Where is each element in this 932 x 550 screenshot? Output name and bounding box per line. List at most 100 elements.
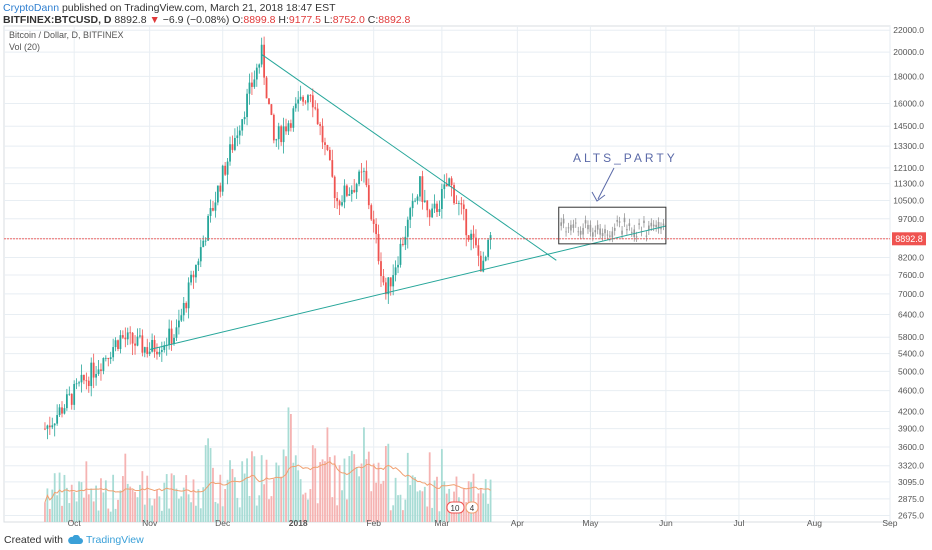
volume-bar: [109, 511, 112, 522]
candle-body: [190, 274, 192, 283]
projection-rectangle[interactable]: [558, 206, 667, 245]
candle-body: [326, 144, 329, 150]
annotation-arrow-shaft: [597, 167, 615, 200]
projection-candle: [643, 220, 645, 224]
volume-bar: [265, 459, 268, 522]
volume-bar: [126, 483, 129, 522]
candle-body: [431, 208, 434, 218]
candle-body: [253, 79, 256, 87]
candle-body: [70, 393, 73, 405]
candle-body: [163, 345, 166, 350]
volume-bar: [233, 477, 236, 522]
trendline-upper[interactable]: [261, 54, 557, 261]
cloud-icon: [68, 535, 83, 544]
volume-bar: [370, 491, 373, 522]
candle-body: [92, 362, 95, 378]
volume-bar: [431, 507, 434, 522]
trendline-lower[interactable]: [149, 225, 667, 350]
y-tick-label: 10500.0: [893, 196, 924, 206]
volume-bar: [336, 505, 339, 522]
volume-bar: [204, 445, 207, 522]
candle-body: [472, 233, 475, 238]
volume-bar: [92, 501, 95, 522]
candle-body: [321, 125, 324, 143]
alts-party-annotation[interactable]: ALTS_PARTY: [573, 151, 678, 202]
volume-bar: [165, 474, 168, 522]
volume-bar: [185, 475, 188, 522]
candle-body: [85, 380, 88, 382]
candle-body: [241, 119, 244, 131]
candle-body: [248, 82, 251, 94]
candle-body: [367, 185, 370, 206]
volume-bar: [216, 503, 219, 522]
candle-body: [450, 178, 453, 186]
volume-bar: [321, 459, 324, 522]
y-tick-label: 5000.0: [898, 366, 924, 376]
volume-bar: [158, 496, 161, 522]
volume-bar: [475, 506, 477, 522]
volume-bar: [112, 474, 115, 522]
author-link[interactable]: CryptoDann: [3, 2, 60, 14]
volume-bar: [289, 413, 292, 522]
projection-box: [558, 206, 667, 245]
symbol[interactable]: BITFINEX:BTCUSD, D: [3, 14, 112, 26]
projection-candle: [596, 224, 599, 230]
projection-candle: [594, 230, 597, 233]
volume-bar: [319, 462, 322, 522]
volume-bar: [331, 497, 334, 522]
high-label: H:: [278, 14, 289, 26]
candle-body: [360, 171, 363, 173]
volume-bar: [131, 489, 134, 522]
candle-body: [83, 374, 85, 381]
tradingview-brand: TradingView: [85, 534, 144, 546]
volume-bar: [255, 505, 258, 522]
volume-bar: [121, 476, 124, 522]
volume-bar: [236, 497, 239, 522]
projection-candle: [584, 220, 587, 224]
volume-bar: [151, 505, 153, 522]
volume-bar: [80, 482, 83, 522]
candle-body: [477, 245, 480, 256]
volume-bar: [56, 495, 59, 522]
x-tick-label: Jul: [733, 518, 744, 528]
candle-body: [319, 124, 322, 126]
x-tick-label: Dec: [215, 518, 231, 528]
volume-bar: [219, 474, 222, 522]
candle-body: [187, 282, 190, 309]
projection-candle: [589, 224, 592, 232]
volume-bar: [192, 479, 195, 522]
tradingview-logo[interactable]: TradingView: [67, 534, 144, 546]
y-tick-label: 3600.0: [898, 442, 924, 452]
projection-candle: [582, 227, 584, 235]
volume-bar: [438, 511, 441, 522]
volume-bar: [156, 489, 158, 522]
volume-bar: [397, 495, 399, 522]
volume-bar: [212, 467, 214, 522]
volume-bar: [280, 476, 283, 522]
volume-bar: [404, 499, 407, 522]
candle-body: [411, 201, 414, 209]
candle-body: [314, 107, 317, 109]
price-axis[interactable]: 22000.0 20000.0 18000.0 16000.0 14500.0 13300…: [893, 25, 924, 520]
publish-line: CryptoDann published on TradingView.com,…: [3, 2, 336, 14]
time-axis[interactable]: Oct Nov Dec 2018 Feb Mar Apr May Jun Jul Aug Sep: [68, 518, 898, 528]
candle-body: [153, 339, 156, 352]
candle-body: [333, 176, 336, 199]
candle-body: [156, 351, 158, 355]
candle-body: [46, 425, 49, 429]
candle-body: [233, 138, 236, 150]
volume-bar: [51, 489, 54, 522]
volume-bar: [197, 489, 200, 522]
volume-bar: [311, 445, 314, 522]
current-price-tag: 8892.8: [892, 232, 926, 246]
volume-bar: [294, 455, 297, 522]
x-tick-label: Sep: [882, 518, 897, 528]
y-tick-label: 4200.0: [898, 407, 924, 417]
volume-bar: [472, 473, 475, 522]
candle-body: [236, 135, 239, 139]
candle-body: [139, 335, 141, 337]
volume-bar: [253, 456, 256, 522]
candle-body: [438, 208, 441, 213]
y-tick-label: 3320.0: [898, 461, 924, 471]
